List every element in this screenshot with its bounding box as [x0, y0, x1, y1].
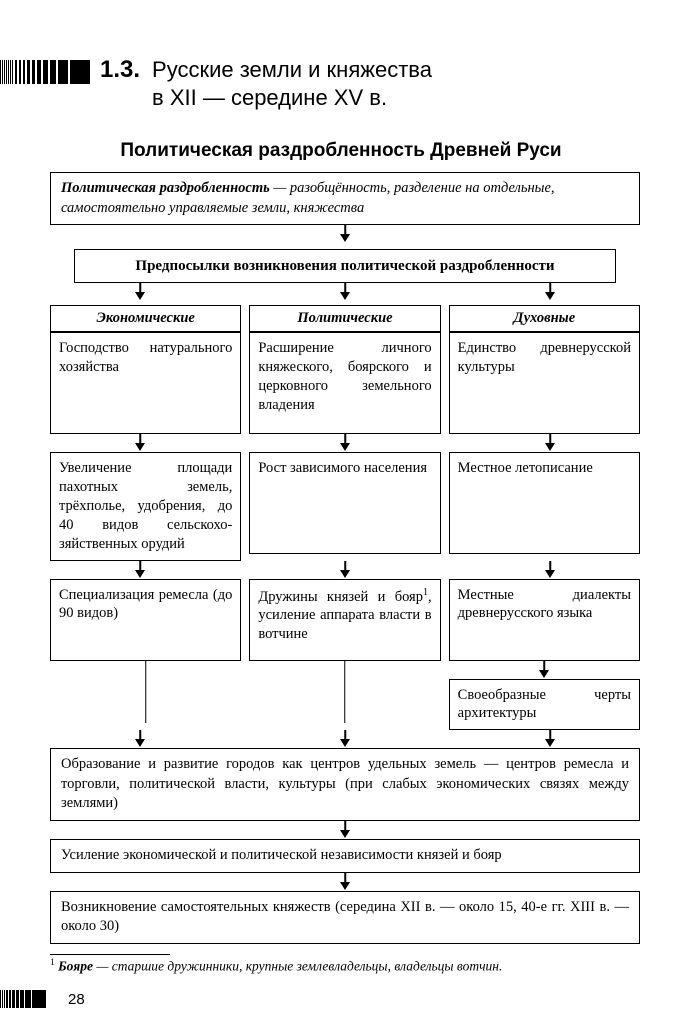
definition-term: Политическая раздробленность — [61, 180, 270, 196]
page-number: 28 — [68, 991, 85, 1008]
col-head-economic: Экономические — [50, 305, 241, 332]
diagram-title: Политическая раздробленность Древней Рус… — [0, 140, 682, 162]
footnote-text: — старшие дружинники, крупные землевладе… — [93, 958, 502, 973]
prerequisites-header: Предпосылки возникновения политической р… — [74, 249, 616, 283]
footnote: 1 Бояре — старшие дружинники, крупные зе… — [50, 955, 640, 975]
cell-political-1: Расширение лич­ного княжеского, боярског… — [249, 332, 440, 434]
cell-spiritual-3: Местные диалек­ты древнерусско­го языка — [449, 579, 640, 661]
wide-box-2: Усиление экономической и политической не… — [50, 839, 640, 873]
cell-economic-3: Специализация ремес­ла (до 90 видов) — [50, 579, 241, 661]
section-title: Русские земли и княжества в XII — середи… — [152, 56, 432, 111]
cell-political-3: Дружины князей и бояр1, усиление аппарат… — [249, 579, 440, 661]
cell-spiritual-1: Единство древне­русской культуры — [449, 332, 640, 434]
footnote-marker: 1 — [50, 958, 55, 968]
cell-political-2: Рост зависимого населения — [249, 452, 440, 554]
cell-economic-2: Увеличение площади пахотных земель, трёх… — [50, 452, 241, 560]
definition-box: Политическая раздробленность — разобщённ… — [50, 172, 640, 225]
cell-spiritual-4: Своеобразные чер­ты архитектуры — [449, 679, 640, 731]
section-number: 1.3. — [100, 56, 140, 84]
column-headers: Экономические Политические Духовные — [50, 305, 640, 332]
top-barcode — [0, 60, 90, 84]
page-footer: 28 — [0, 990, 85, 1008]
section-header: 1.3. Русские земли и княжества в XII — с… — [100, 56, 642, 111]
wide-box-3: Возникновение самостоятельных княжеств (… — [50, 891, 640, 944]
cell-spiritual-2: Местное летопи­сание — [449, 452, 640, 554]
col-head-political: Политические — [249, 305, 440, 332]
col-head-spiritual: Духовные — [449, 305, 640, 332]
diagram: Политическая раздробленность — разобщённ… — [50, 172, 640, 975]
cell-economic-1: Господство натураль­ного хозяйства — [50, 332, 241, 434]
wide-box-1: Образование и развитие городов как центр… — [50, 748, 640, 821]
bottom-barcode — [0, 990, 60, 1008]
footnote-term: Бояре — [58, 958, 93, 973]
